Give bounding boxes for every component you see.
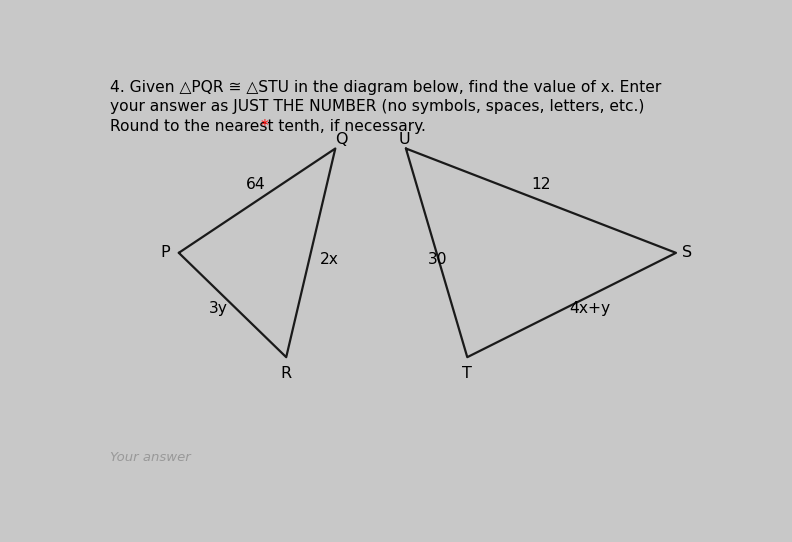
Text: 64: 64 bbox=[246, 177, 265, 192]
Text: 4x+y: 4x+y bbox=[569, 301, 611, 316]
Text: *: * bbox=[261, 119, 268, 134]
Text: 4. Given △PQR ≅ △STU in the diagram below, find the value of x. Enter: 4. Given △PQR ≅ △STU in the diagram belo… bbox=[110, 80, 661, 95]
Text: P: P bbox=[161, 246, 170, 260]
Text: your answer as JUST THE NUMBER (no symbols, spaces, letters, etc.): your answer as JUST THE NUMBER (no symbo… bbox=[110, 99, 645, 114]
Text: T: T bbox=[463, 366, 472, 382]
Text: S: S bbox=[682, 246, 692, 260]
Text: Round to the nearest tenth, if necessary.: Round to the nearest tenth, if necessary… bbox=[110, 119, 431, 134]
Text: 2x: 2x bbox=[320, 251, 339, 267]
Text: 30: 30 bbox=[428, 251, 447, 267]
Text: Your answer: Your answer bbox=[110, 450, 191, 463]
Text: 3y: 3y bbox=[209, 301, 228, 316]
Text: Q: Q bbox=[335, 132, 348, 147]
Text: U: U bbox=[399, 132, 410, 147]
Text: 12: 12 bbox=[531, 177, 550, 192]
Text: R: R bbox=[280, 366, 291, 382]
